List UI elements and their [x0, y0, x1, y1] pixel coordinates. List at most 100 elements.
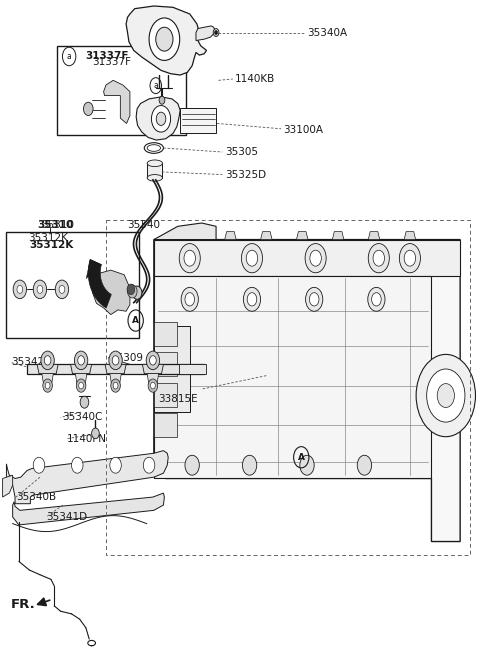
Polygon shape: [75, 374, 87, 386]
Circle shape: [152, 106, 170, 132]
Bar: [6, 231, 140, 338]
Text: 35305: 35305: [225, 147, 258, 157]
Circle shape: [79, 382, 84, 389]
Circle shape: [181, 287, 198, 311]
Circle shape: [373, 250, 384, 266]
Circle shape: [185, 293, 194, 306]
Polygon shape: [297, 231, 308, 239]
Text: 35340B: 35340B: [16, 492, 56, 502]
Polygon shape: [71, 364, 92, 374]
Circle shape: [84, 102, 93, 116]
Circle shape: [185, 456, 199, 475]
Polygon shape: [196, 26, 215, 41]
Circle shape: [305, 243, 326, 273]
Circle shape: [80, 396, 89, 408]
Circle shape: [45, 382, 50, 389]
Text: 1140FN: 1140FN: [67, 434, 107, 444]
Circle shape: [215, 31, 217, 35]
Circle shape: [150, 356, 156, 365]
Text: 35310: 35310: [41, 220, 74, 230]
Circle shape: [144, 458, 155, 473]
Polygon shape: [154, 276, 432, 479]
Circle shape: [17, 285, 23, 293]
Text: A: A: [132, 316, 139, 325]
Polygon shape: [105, 364, 126, 374]
Circle shape: [310, 293, 319, 306]
Polygon shape: [154, 414, 177, 438]
Circle shape: [148, 379, 157, 392]
Text: 35340C: 35340C: [62, 412, 102, 422]
Circle shape: [427, 369, 465, 422]
Circle shape: [111, 379, 120, 392]
Circle shape: [156, 112, 166, 126]
Text: FR.: FR.: [11, 598, 36, 611]
Circle shape: [33, 458, 45, 473]
Ellipse shape: [147, 160, 162, 167]
Text: 33815E: 33815E: [158, 394, 198, 404]
Polygon shape: [104, 80, 130, 124]
Polygon shape: [27, 364, 204, 374]
Polygon shape: [154, 223, 216, 239]
Circle shape: [127, 284, 135, 295]
Circle shape: [41, 351, 54, 370]
Text: 35310: 35310: [37, 220, 74, 230]
Circle shape: [78, 356, 84, 365]
Circle shape: [300, 456, 314, 475]
Polygon shape: [404, 231, 416, 239]
Polygon shape: [154, 239, 460, 276]
Circle shape: [59, 285, 65, 293]
Circle shape: [246, 250, 258, 266]
Polygon shape: [154, 352, 177, 376]
Ellipse shape: [144, 143, 163, 154]
Circle shape: [72, 458, 83, 473]
Polygon shape: [12, 493, 164, 525]
Polygon shape: [180, 108, 216, 134]
Circle shape: [184, 250, 195, 266]
Polygon shape: [37, 364, 58, 374]
Text: 35309: 35309: [110, 352, 143, 362]
Polygon shape: [154, 322, 177, 346]
Circle shape: [404, 250, 416, 266]
Circle shape: [159, 96, 165, 104]
Text: 35342: 35342: [11, 357, 44, 367]
Circle shape: [357, 456, 372, 475]
Polygon shape: [42, 374, 53, 386]
Circle shape: [132, 286, 142, 299]
Text: 35340A: 35340A: [307, 27, 347, 37]
Circle shape: [243, 287, 261, 311]
Polygon shape: [225, 231, 236, 239]
Circle shape: [242, 456, 257, 475]
Circle shape: [437, 384, 455, 408]
Circle shape: [109, 351, 122, 370]
Polygon shape: [136, 97, 180, 140]
Circle shape: [247, 293, 257, 306]
Circle shape: [156, 27, 173, 51]
Polygon shape: [2, 475, 12, 497]
Circle shape: [179, 243, 200, 273]
Circle shape: [43, 379, 52, 392]
Circle shape: [368, 243, 389, 273]
Circle shape: [128, 285, 137, 298]
Text: 35312K: 35312K: [28, 233, 68, 243]
Circle shape: [37, 285, 43, 293]
Circle shape: [55, 280, 69, 299]
Text: 35340: 35340: [128, 220, 160, 230]
Text: 31337F: 31337F: [85, 51, 129, 61]
Polygon shape: [143, 364, 163, 374]
Ellipse shape: [147, 174, 162, 181]
Polygon shape: [110, 374, 121, 386]
Circle shape: [13, 280, 26, 299]
Text: a: a: [154, 81, 158, 90]
Text: 35341D: 35341D: [46, 512, 87, 522]
Bar: [147, 164, 162, 178]
Text: 31337F: 31337F: [93, 57, 132, 66]
Circle shape: [74, 351, 88, 370]
Circle shape: [306, 287, 323, 311]
Circle shape: [146, 351, 159, 370]
Circle shape: [76, 379, 86, 392]
Circle shape: [149, 18, 180, 61]
Polygon shape: [154, 239, 460, 541]
Text: 33100A: 33100A: [283, 125, 323, 135]
Circle shape: [151, 382, 156, 389]
Circle shape: [110, 458, 121, 473]
